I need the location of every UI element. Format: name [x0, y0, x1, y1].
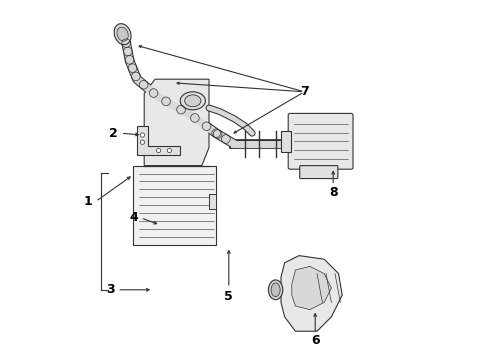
Text: 4: 4 [129, 211, 138, 224]
FancyBboxPatch shape [288, 113, 353, 169]
Polygon shape [292, 266, 331, 310]
Polygon shape [209, 194, 216, 209]
Polygon shape [144, 79, 209, 166]
Text: 6: 6 [311, 334, 319, 347]
FancyBboxPatch shape [281, 131, 291, 152]
Ellipse shape [185, 95, 201, 107]
Ellipse shape [269, 280, 283, 300]
FancyBboxPatch shape [133, 166, 216, 245]
Polygon shape [281, 256, 342, 331]
Ellipse shape [271, 283, 280, 297]
FancyBboxPatch shape [300, 166, 338, 179]
Ellipse shape [180, 92, 205, 110]
Text: 1: 1 [84, 195, 93, 208]
Ellipse shape [114, 24, 131, 45]
Ellipse shape [117, 27, 128, 41]
Text: 5: 5 [224, 291, 233, 303]
Text: 3: 3 [106, 283, 114, 296]
Text: 2: 2 [109, 127, 118, 140]
Text: 8: 8 [329, 186, 338, 199]
Polygon shape [137, 126, 180, 155]
Text: 7: 7 [300, 85, 309, 98]
Circle shape [156, 148, 161, 153]
Circle shape [140, 133, 145, 137]
Circle shape [140, 140, 145, 144]
Circle shape [167, 148, 171, 153]
